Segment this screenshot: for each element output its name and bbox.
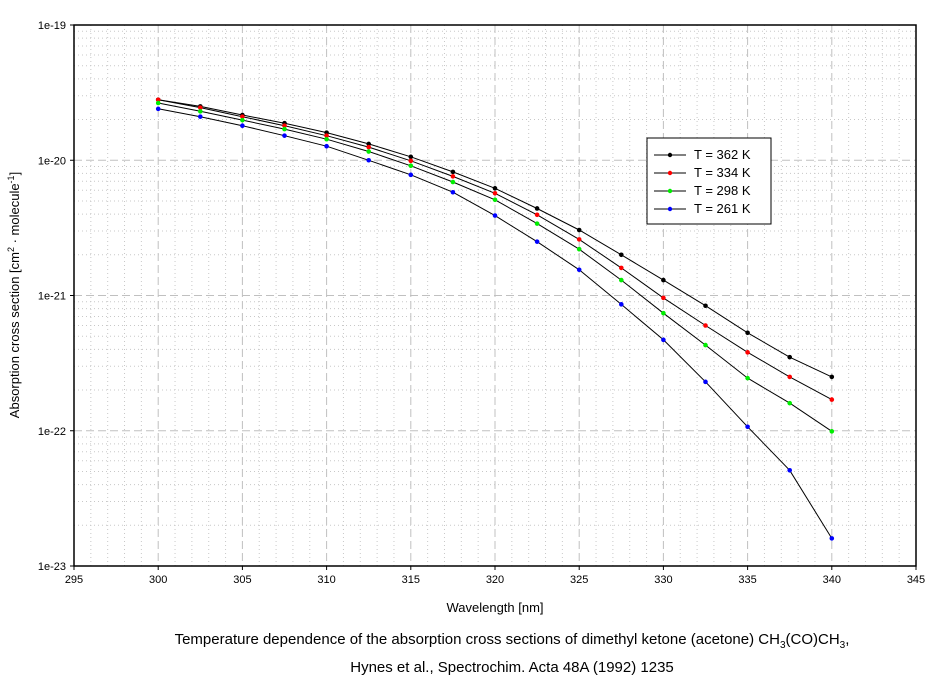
data-point (661, 310, 666, 316)
data-point (366, 157, 372, 163)
data-point (534, 239, 540, 244)
data-point (240, 117, 245, 123)
data-point (450, 174, 456, 179)
y-tick-label: 1e-21 (38, 291, 66, 303)
data-point (450, 179, 456, 185)
series-group (155, 97, 835, 541)
data-point (829, 374, 835, 380)
caption-line-1: Temperature dependence of the absorption… (174, 631, 850, 651)
x-tick-label: 310 (317, 574, 335, 586)
data-point (534, 212, 540, 218)
data-point (787, 400, 792, 406)
data-point (745, 424, 750, 430)
x-tick-label: 320 (486, 574, 504, 586)
data-point (745, 375, 750, 381)
x-tick-label: 295 (65, 574, 83, 586)
x-tick-label: 325 (570, 574, 588, 586)
caption-line-2: Hynes et al., Spectrochim. Acta 48A (199… (350, 659, 674, 676)
x-tick-label: 305 (233, 574, 251, 586)
data-point (829, 536, 835, 541)
y-tick-label: 1e-22 (38, 426, 66, 438)
legend-label: T = 298 K (694, 183, 751, 198)
y-tick-label: 1e-20 (38, 155, 66, 167)
data-point (576, 246, 582, 252)
data-point (492, 190, 498, 196)
y-tick-label: 1e-19 (38, 20, 66, 32)
data-point (155, 106, 161, 112)
data-point (703, 379, 708, 385)
data-point (787, 468, 792, 473)
data-point (703, 303, 708, 309)
legend-label: T = 362 K (694, 147, 751, 162)
data-point (324, 143, 329, 149)
data-point (198, 109, 203, 114)
data-point (408, 163, 414, 169)
data-point (198, 114, 203, 119)
data-point (408, 154, 414, 160)
data-point (198, 105, 203, 110)
data-point (619, 252, 624, 258)
data-point (661, 277, 666, 283)
data-point (450, 189, 456, 195)
ticks: 295 300 305 310 315 320 325 330 335 340 345 1e-19 1e… (38, 20, 925, 586)
legend-marker (667, 206, 673, 212)
data-point (324, 133, 329, 138)
data-point (240, 114, 245, 119)
x-tick-label: 315 (402, 574, 420, 586)
data-point (534, 206, 540, 211)
data-point (492, 197, 498, 203)
data-point (282, 123, 287, 129)
data-point (787, 374, 792, 380)
x-tick-label: 300 (149, 574, 167, 586)
data-point (450, 169, 456, 175)
y-tick-label: 1e-23 (38, 561, 66, 573)
x-axis-label: Wavelength [nm] (446, 600, 543, 615)
data-point (155, 97, 161, 103)
legend: T = 362 K T = 334 K T = 298 K T = 261 K (646, 137, 772, 225)
data-point (576, 237, 582, 242)
data-point (366, 149, 372, 154)
data-point (282, 126, 287, 132)
data-point (703, 342, 708, 348)
data-point (492, 213, 498, 218)
data-point (366, 144, 372, 150)
data-point (576, 227, 582, 233)
legend-marker (667, 170, 673, 176)
x-tick-label: 345 (907, 574, 925, 586)
data-point (745, 350, 750, 355)
y-axis-label: Absorption cross section [cm2 · molecule… (6, 172, 22, 418)
legend-marker (667, 152, 673, 158)
x-tick-label: 335 (738, 574, 756, 586)
data-point (745, 330, 750, 336)
data-point (366, 141, 372, 147)
data-point (661, 337, 666, 343)
data-point (661, 295, 666, 301)
data-point (829, 397, 835, 402)
data-point (408, 172, 414, 178)
data-point (576, 267, 582, 273)
legend-marker (667, 188, 673, 194)
data-point (619, 277, 624, 283)
legend-label: T = 261 K (694, 201, 751, 216)
legend-box (646, 137, 772, 225)
data-point (703, 323, 708, 328)
x-tick-label: 330 (654, 574, 672, 586)
data-point (492, 186, 498, 191)
data-point (534, 221, 540, 226)
data-point (787, 354, 792, 360)
legend-label: T = 334 K (694, 165, 751, 180)
data-point (619, 302, 624, 307)
data-point (240, 123, 245, 129)
figure-caption: Temperature dependence of the absorption… (0, 629, 944, 676)
data-point (408, 158, 414, 164)
data-point (282, 133, 287, 138)
x-tick-label: 340 (823, 574, 841, 586)
data-point (324, 136, 329, 142)
data-point (619, 265, 624, 271)
data-point (829, 429, 835, 434)
data-point (155, 100, 161, 106)
